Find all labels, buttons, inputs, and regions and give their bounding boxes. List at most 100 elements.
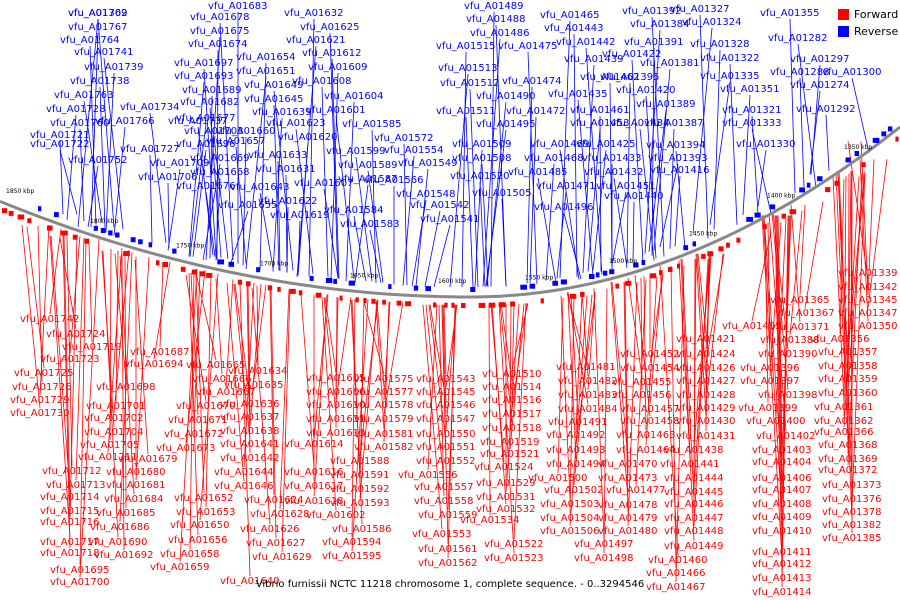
gene-label: vfu_A01365 [770, 295, 829, 306]
gene-label: vfu_A01674 [188, 39, 247, 50]
backbone [0, 125, 900, 299]
gene-label: vfu_A01583 [340, 219, 399, 230]
leader-line [376, 301, 385, 388]
gene-label: vfu_A01722 [30, 139, 89, 150]
gene-label: vfu_A01705 [80, 440, 139, 451]
forward-gene [569, 293, 577, 299]
gene-label: vfu_A01767 [68, 22, 127, 33]
leader-line [159, 263, 164, 348]
leader-line [246, 284, 251, 454]
leader-line [567, 292, 589, 405]
forward-gene [246, 281, 251, 287]
gene-label: vfu_A01381 [640, 58, 699, 69]
leader-line [692, 27, 713, 234]
gene-label: vfu_A01442 [556, 37, 615, 48]
gene-label: vfu_A01414 [752, 587, 811, 598]
leader-line [511, 303, 528, 410]
reverse-label: Reverse [854, 25, 899, 38]
leader-line [645, 276, 658, 446]
gene-label: vfu_A01467 [646, 582, 705, 593]
ruler-tick-label: 1850 kbp [6, 188, 34, 195]
gene-label: vfu_A01448 [664, 526, 723, 537]
leader-line [107, 248, 123, 453]
leader-line [757, 149, 767, 207]
leader-line [79, 128, 85, 222]
legend-reverse: Reverse [838, 23, 900, 40]
forward-gene [315, 292, 322, 298]
leader-line [229, 210, 249, 266]
leader-line [351, 298, 369, 552]
gene-label: vfu_A01622 [258, 196, 317, 207]
leader-line [581, 292, 589, 377]
leader-line [273, 104, 280, 271]
gene-label: vfu_A01519 [480, 437, 539, 448]
leader-line [39, 224, 50, 396]
forward-gene [156, 260, 160, 266]
leader-line [587, 128, 601, 272]
gene-label: vfu_A01684 [104, 494, 163, 505]
leader-line [751, 128, 772, 214]
gene-label: vfu_A01494 [546, 459, 605, 470]
leader-line [295, 128, 314, 274]
leader-line [573, 295, 593, 486]
leader-line [219, 22, 234, 260]
leader-line [249, 284, 262, 427]
leader-line [643, 276, 647, 431]
gene-label: vfu_A01634 [228, 366, 287, 377]
gene-label: vfu_A01554 [384, 145, 443, 156]
forward-gene [478, 302, 486, 308]
gene-label: vfu_A01395 [600, 72, 659, 83]
reverse-gene [845, 157, 851, 163]
leader-line [233, 284, 251, 440]
leader-line [775, 215, 783, 527]
gene-label: vfu_A01650 [170, 520, 229, 531]
gene-label: vfu_A01611 [306, 414, 365, 425]
gene-label: vfu_A01491 [548, 417, 607, 428]
gene-label: vfu_A01723 [40, 354, 99, 365]
ruler-tick-label: 1400 kbp [767, 193, 795, 200]
leader-line [245, 76, 267, 270]
leader-line [49, 235, 71, 538]
forward-gene [289, 288, 296, 294]
gene-label: vfu_A01683 [208, 1, 267, 12]
leader-line [63, 235, 71, 507]
leader-line [331, 58, 340, 279]
leader-line [429, 304, 447, 401]
leader-line [789, 18, 796, 193]
leader-line [699, 14, 709, 239]
forward-gene [339, 295, 343, 301]
reverse-gene [683, 245, 689, 251]
leader-line [768, 213, 787, 432]
leader-line [259, 192, 274, 268]
gene-label: vfu_A01404 [752, 457, 811, 468]
forward-gene [72, 234, 78, 240]
gene-label: vfu_A01685 [96, 508, 155, 519]
gene-label: vfu_A01412 [752, 559, 811, 570]
gene-label: vfu_A01547 [416, 414, 475, 425]
gene-label: vfu_A01725 [14, 368, 73, 379]
forward-gene [123, 251, 130, 256]
leader-line [213, 136, 229, 259]
leader-line [88, 243, 93, 343]
gene-label: vfu_A01511 [436, 106, 495, 117]
gene-label: vfu_A01520 [450, 171, 509, 182]
leader-line [75, 237, 85, 481]
reverse-gene [108, 230, 113, 236]
gene-label: vfu_A01543 [416, 374, 475, 385]
gene-label: vfu_A01582 [354, 442, 413, 453]
gene-label: vfu_A01373 [822, 480, 881, 491]
gene-label: vfu_A01621 [286, 35, 345, 46]
leader-line [804, 201, 824, 309]
gene-label: vfu_A01763 [54, 90, 113, 101]
gene-label: vfu_A01345 [838, 295, 897, 306]
forward-gene [84, 238, 90, 244]
leader-line [242, 136, 247, 266]
gene-label: vfu_A01405 [722, 321, 781, 332]
gene-label: vfu_A01636 [220, 399, 279, 410]
leader-line [189, 123, 207, 257]
leader-line [693, 258, 710, 488]
gene-label: vfu_A01766 [95, 116, 154, 127]
gene-labels: vfu_A01769 vfu_A01767 vfu_A01764vfu_A01741… [10, 1, 897, 598]
gene-label: vfu_A01713 [46, 480, 105, 491]
gene-label: vfu_A01625 [300, 22, 359, 33]
